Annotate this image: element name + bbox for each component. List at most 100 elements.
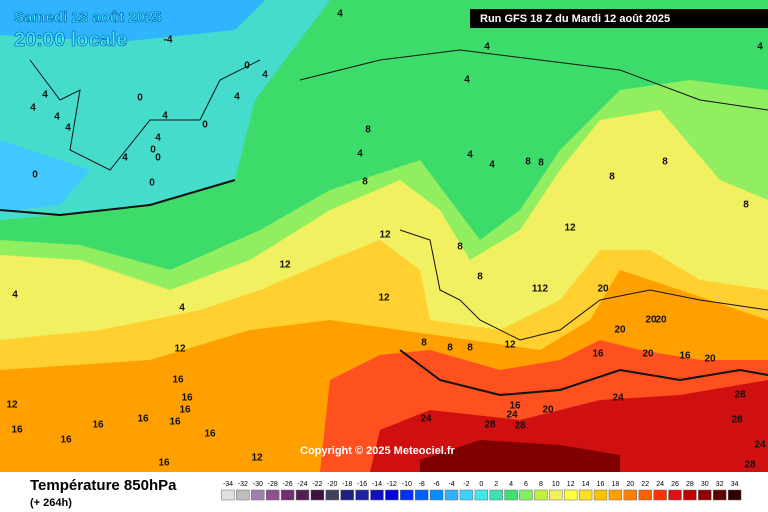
contour-label: 28 (734, 390, 746, 401)
scale-label: 26 (671, 481, 679, 488)
contour-label: 12 (379, 230, 391, 241)
color-scale: -34 -32 -30 -28 -26 -24 -22 -20 -18 -16 -14 -12 -10-… (221, 481, 742, 501)
field-title: Température 850hPa (30, 477, 177, 494)
scale-swatch (549, 489, 563, 501)
contour-label: 24 (506, 410, 518, 421)
scale-swatch (474, 489, 489, 501)
scale-label: 34 (731, 481, 739, 488)
scale-swatch (534, 489, 548, 501)
scale-swatch (638, 489, 652, 501)
scale-label: 6 (524, 481, 528, 488)
scale-label: 28 (686, 481, 694, 488)
contour-label: 4 (262, 70, 268, 81)
scale-label: 24 (656, 481, 664, 488)
scale-swatch (459, 489, 474, 501)
scale-swatch (385, 489, 399, 501)
scale-label: 8 (539, 481, 543, 488)
scale-swatch (221, 489, 235, 501)
scale-label: 30 (701, 481, 709, 488)
contour-label: 4 (757, 42, 763, 53)
contour-label: 8 (457, 242, 463, 253)
scale-label: 12 (567, 481, 575, 488)
lead-time: (+ 264h) (30, 497, 72, 509)
contour-label: 8 (662, 157, 668, 168)
scale-swatch (280, 489, 295, 501)
scale-label: -30 (253, 481, 263, 488)
contour-label: 16 (181, 393, 193, 404)
scale-swatch (415, 489, 429, 501)
contour-label: 16 (204, 429, 216, 440)
scale-swatch (295, 489, 310, 501)
contour-label: 28 (744, 460, 756, 471)
contour-label: 20 (542, 405, 554, 416)
coastline (399, 229, 768, 341)
contour-label: 4 (489, 160, 495, 171)
contour-label: 4 (357, 149, 363, 160)
scale-label: -24 (297, 481, 307, 488)
contour-label: 20 (655, 315, 667, 326)
scale-swatch (653, 489, 667, 501)
scale-label: 4 (509, 481, 513, 488)
scale-swatch (727, 489, 742, 501)
contour-label: 12 (279, 260, 291, 271)
scale-label: -20 (327, 481, 337, 488)
map (0, 0, 768, 472)
contour-label: 20 (645, 315, 657, 326)
contour-label: 20 (642, 349, 654, 360)
contour-label: 8 (743, 200, 749, 211)
run-info: Run GFS 18 Z du Mardi 12 août 2025 (480, 13, 670, 25)
contour-label: 16 (158, 458, 170, 469)
contour-label: 8 (477, 272, 483, 283)
scale-swatch (564, 489, 578, 501)
contour-label: 16 (137, 414, 149, 425)
scale-swatch (340, 489, 354, 501)
scale-label: 2 (494, 481, 498, 488)
scale-swatch (251, 489, 265, 501)
contour-label: 4 (484, 42, 490, 53)
contour-label: 12 (564, 223, 576, 234)
scale-swatch (444, 489, 459, 501)
contour-label: 4 (234, 92, 240, 103)
scale-swatch (608, 489, 623, 501)
contour-label: 8 (447, 343, 453, 354)
scale-swatch (683, 489, 697, 501)
contour-label: 0 (149, 178, 155, 189)
contour-label: 4 (12, 290, 18, 301)
contour-label: 0 (32, 170, 38, 181)
contour-label: 20 (704, 354, 716, 365)
scale-label: -14 (372, 481, 382, 488)
contour-label: -4 (164, 35, 173, 46)
contour-label: 112 (532, 284, 549, 295)
scale-label: -2 (463, 481, 469, 488)
scale-label: 16 (597, 481, 605, 488)
scale-label: -34 (223, 481, 233, 488)
scale-label: 10 (552, 481, 560, 488)
contour-label: 16 (60, 435, 72, 446)
scale-swatch (325, 489, 340, 501)
scale-label: -28 (268, 481, 278, 488)
scale-swatch (578, 489, 593, 501)
contour-label: 8 (365, 125, 371, 136)
border (399, 349, 768, 397)
run-banner (470, 9, 768, 28)
contour-label: 0 (137, 93, 143, 104)
copyright: Copyright © 2025 Meteociel.fr (300, 445, 456, 457)
contour-label: 16 (592, 349, 604, 360)
contour-label: 16 (11, 425, 23, 436)
scale-swatch (355, 489, 369, 501)
contour-label: 16 (509, 401, 521, 412)
temp-field (0, 0, 330, 220)
contour-label: 0 (202, 120, 208, 131)
contour-label: 20 (614, 325, 626, 336)
contour-label: 16 (679, 351, 691, 362)
contour-label: 28 (484, 420, 496, 431)
contour-label: 8 (421, 338, 427, 349)
scale-label: 18 (612, 481, 620, 488)
contour-label: 4 (467, 150, 473, 161)
contour-label: 8 (525, 157, 531, 168)
contour-label: 28 (731, 415, 743, 426)
scale-swatch (429, 489, 444, 501)
scale-label: 22 (641, 481, 649, 488)
contour-label: 12 (6, 400, 18, 411)
